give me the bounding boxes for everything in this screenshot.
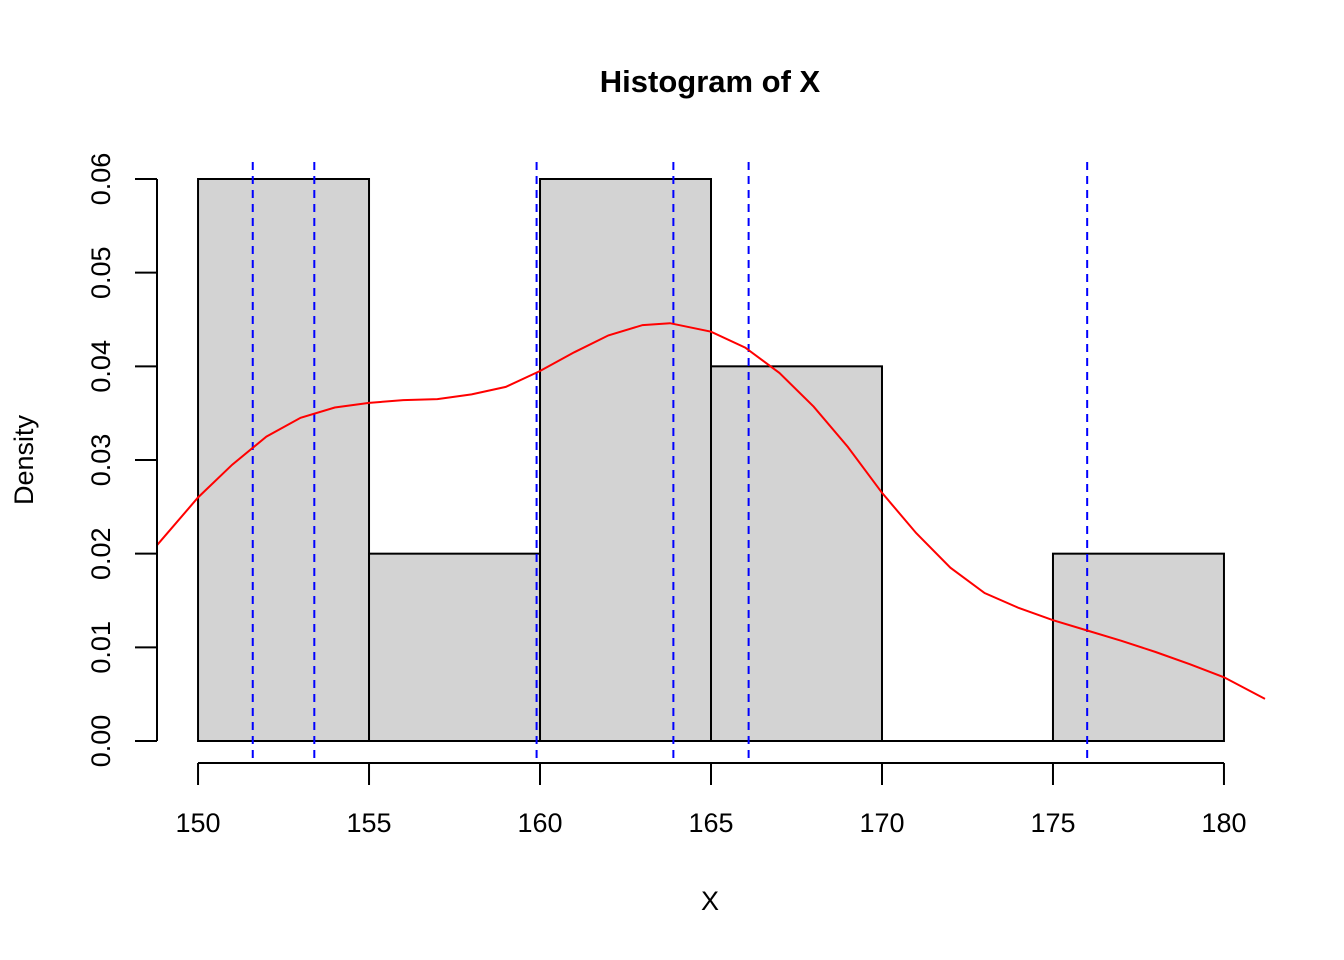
- y-axis-label: Density: [9, 414, 39, 505]
- y-tick-label-0: 0.00: [86, 715, 116, 768]
- x-tick-label-1: 155: [346, 808, 391, 838]
- histogram-bars: [197, 178, 1225, 743]
- y-tick-label-4: 0.04: [86, 340, 116, 393]
- y-tick-label-3: 0.03: [86, 434, 116, 487]
- x-tick-label-6: 180: [1201, 808, 1246, 838]
- x-tick-label-4: 170: [859, 808, 904, 838]
- y-tick-label-6: 0.06: [86, 153, 116, 206]
- histogram-bar-3: [710, 365, 883, 742]
- x-axis-label: X: [701, 886, 719, 916]
- density-curve: [156, 322, 1266, 700]
- y-tick-label-1: 0.01: [86, 621, 116, 674]
- histogram-bar-1: [368, 552, 542, 743]
- y-axis: 0.00 0.01 0.02 0.03 0.04 0.05 0.06: [86, 153, 158, 768]
- y-tick-label-5: 0.05: [86, 246, 116, 299]
- x-tick-label-0: 150: [176, 808, 221, 838]
- x-axis: 150 155 160 165 170 175 180: [176, 762, 1246, 838]
- x-tick-label-5: 175: [1030, 808, 1075, 838]
- chart-title: Histogram of X: [600, 64, 821, 99]
- histogram-bar-2: [539, 178, 712, 742]
- x-tick-label-3: 165: [688, 808, 733, 838]
- y-tick-label-2: 0.02: [86, 527, 116, 580]
- x-tick-label-2: 160: [517, 808, 562, 838]
- reference-lines: [251, 162, 1089, 763]
- histogram-bar-0: [197, 178, 371, 742]
- density-curve-group: [156, 322, 1266, 700]
